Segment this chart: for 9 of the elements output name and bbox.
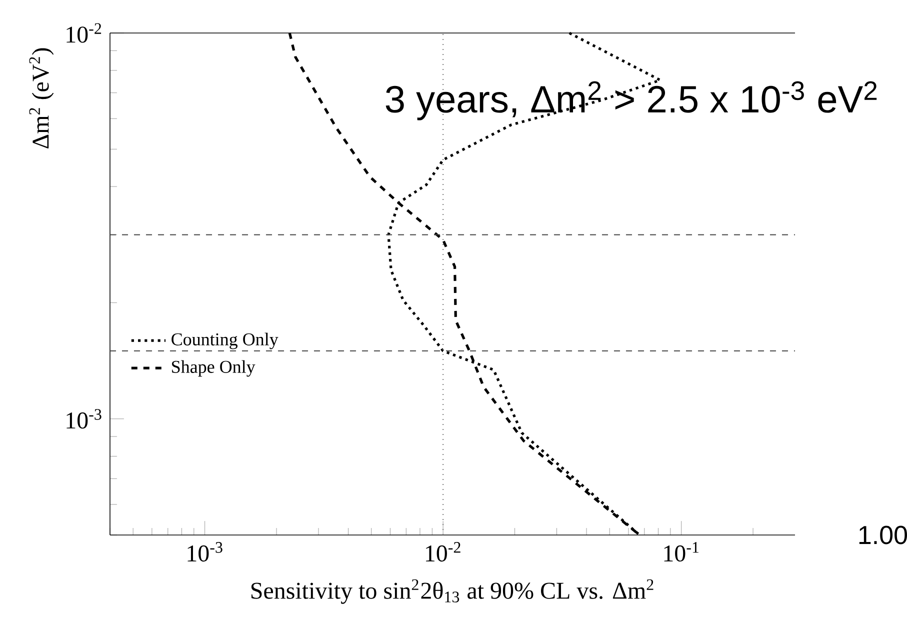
x-axis-title: Sensitivity to sin$^{2}$2θ$_{13}$ at 90% CL vs. Δm$^{2}$ xyxy=(251,579,654,604)
x-tick-label: 10$^{-3}$ xyxy=(188,542,222,562)
x-tick-label: 10$^{-1}$ xyxy=(664,542,699,562)
text: 1.00 xyxy=(859,526,907,544)
legend-label: Counting Only xyxy=(172,332,278,350)
x-tick-label: 10$^{-2}$ xyxy=(426,542,460,562)
annotation: 3 years, Δm$^{2}$ > 2.5 x 10$^{-3}$ eV$^{2}$ xyxy=(386,81,877,120)
y-axis-title: Δm$^{2}$ (eV$^{2}$) xyxy=(29,48,54,148)
legend-label: Shape Only xyxy=(172,360,256,377)
